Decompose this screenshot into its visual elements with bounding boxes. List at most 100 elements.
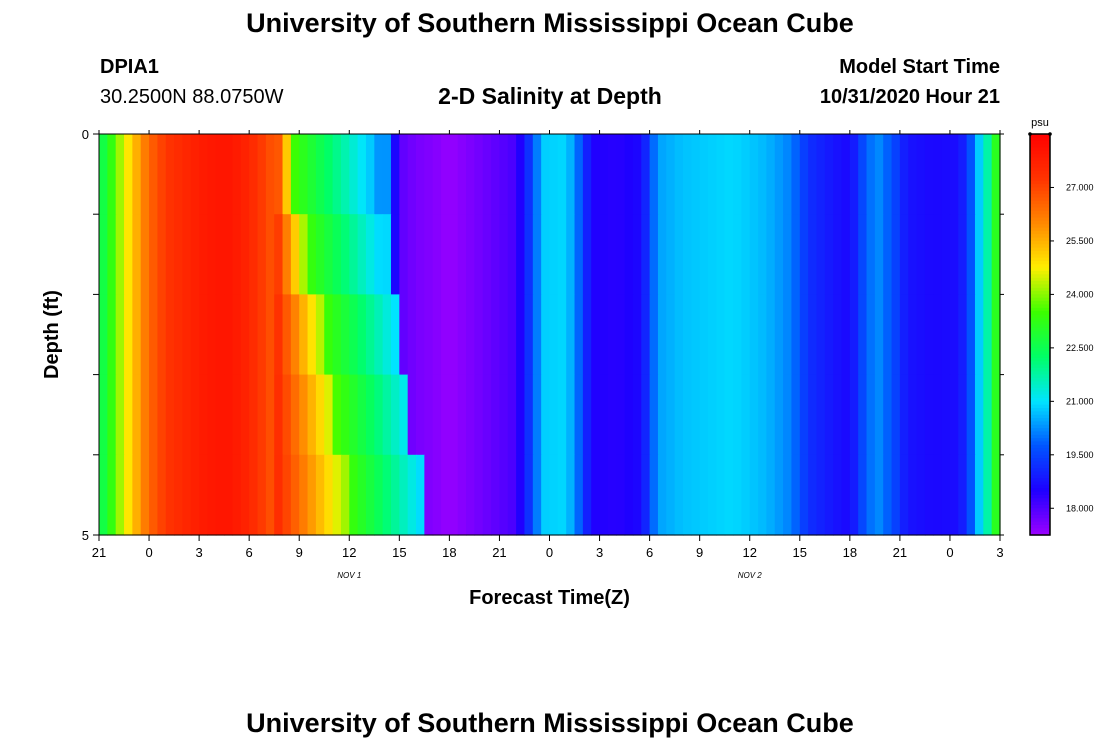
x-tick-label: 18 [442, 545, 456, 560]
heatmap-cell [340, 454, 350, 536]
heatmap-cell [282, 134, 292, 215]
heatmap-cell [249, 214, 259, 295]
heatmap-cell [357, 214, 367, 295]
heatmap-cell [858, 454, 868, 536]
heatmap-cell [741, 134, 751, 215]
heatmap-cell [799, 214, 809, 295]
heatmap-cell [899, 374, 909, 456]
heatmap-cell [199, 294, 209, 376]
heatmap-cell [124, 454, 133, 536]
heatmap-cell [874, 454, 884, 536]
heatmap-cell [466, 294, 476, 376]
heatmap-cell [340, 214, 350, 295]
heatmap-cell [541, 374, 551, 456]
heatmap-cell [499, 294, 509, 376]
heatmap-cell [624, 214, 634, 295]
heatmap-cell [808, 134, 818, 215]
heatmap-cell [474, 134, 484, 215]
heatmap-cell [758, 214, 767, 295]
heatmap-cell [399, 294, 409, 376]
heatmap-cell [499, 374, 509, 456]
heatmap-cell [240, 454, 250, 536]
heatmap-cell [591, 374, 601, 456]
colorbar-segment [1030, 187, 1050, 192]
heatmap-cell [816, 134, 826, 215]
heatmap-cell [207, 214, 217, 295]
heatmap-cell [916, 374, 926, 456]
heatmap-cell [641, 214, 651, 295]
heatmap-cell [499, 214, 509, 295]
heatmap-cell [682, 134, 692, 215]
heatmap-cell [349, 214, 359, 295]
heatmap-cell [441, 214, 450, 295]
heatmap-cell [390, 374, 400, 456]
model-start-label: Model Start Time [839, 56, 1000, 78]
x-tick-label: 12 [342, 545, 356, 560]
heatmap-cell [374, 214, 384, 295]
heatmap-cell [632, 134, 642, 215]
heatmap-cell [574, 214, 584, 295]
colorbar-segment [1030, 404, 1050, 409]
heatmap-cell [708, 134, 717, 215]
heatmap-cell [966, 454, 976, 536]
x-tick-label: 6 [246, 545, 253, 560]
heatmap-cell [416, 134, 425, 215]
heatmap-cells [99, 134, 1001, 536]
heatmap-cell [849, 134, 859, 215]
heatmap-cell [858, 214, 868, 295]
heatmap-cell [257, 374, 267, 456]
heatmap-cell [741, 214, 751, 295]
heatmap-cell [157, 294, 167, 376]
heatmap-cell [457, 214, 467, 295]
heatmap-cell [165, 374, 175, 456]
heatmap-cell [532, 134, 542, 215]
heatmap-cell [916, 454, 926, 536]
heatmap-cell [949, 454, 959, 536]
colorbar-segment [1030, 411, 1050, 416]
heatmap-cell [833, 134, 843, 215]
heatmap-cell [783, 294, 793, 376]
heatmap-cell [399, 214, 409, 295]
heatmap-cell [407, 134, 417, 215]
x-tick-label: 0 [145, 545, 152, 560]
heatmap-cell [249, 294, 259, 376]
heatmap-cell [991, 374, 1001, 456]
heatmap-cell [290, 374, 300, 456]
colorbar-segment [1030, 177, 1050, 182]
heatmap-cell [758, 294, 767, 376]
heatmap-cell [457, 374, 467, 456]
date-label: NOV 1 [337, 571, 361, 580]
heatmap-cell [591, 134, 601, 215]
heatmap-cell [616, 134, 626, 215]
heatmap-cell [349, 374, 359, 456]
heatmap-cell [908, 214, 918, 295]
heatmap-cell [107, 294, 117, 376]
heatmap-cell [574, 454, 584, 536]
heatmap-cell [774, 134, 784, 215]
heatmap-cell [132, 294, 142, 376]
heatmap-cell [357, 294, 367, 376]
heatmap-cell [532, 454, 542, 536]
heatmap-cell [682, 294, 692, 376]
heatmap-cell [783, 374, 793, 456]
heatmap-cell [708, 374, 717, 456]
heatmap-cell [607, 134, 617, 215]
heatmap-cell [199, 134, 209, 215]
chart-subtitle: 2-D Salinity at Depth [438, 83, 662, 109]
colorbar-segment [1030, 344, 1050, 349]
heatmap-cell [424, 454, 434, 536]
heatmap-cell [849, 454, 859, 536]
heatmap-cell [983, 134, 993, 215]
colorbar-segment [1030, 257, 1050, 262]
heatmap-cell [315, 294, 325, 376]
heatmap-cell [124, 294, 133, 376]
colorbar-segment [1030, 504, 1050, 509]
heatmap-cell [574, 374, 584, 456]
heatmap-cell [616, 214, 626, 295]
heatmap-cell [449, 294, 459, 376]
heatmap-cell [866, 214, 876, 295]
colorbar-segment [1030, 281, 1050, 285]
x-tick-label: 3 [596, 545, 603, 560]
heatmap-cell [741, 374, 751, 456]
heatmap-cell [332, 454, 342, 536]
